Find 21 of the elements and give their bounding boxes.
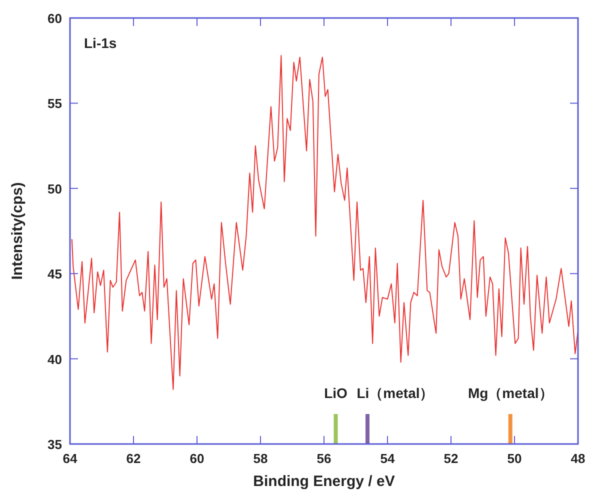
y-tick-label: 55 xyxy=(48,96,62,112)
x-tick-label: 56 xyxy=(316,451,332,466)
x-tick-label: 58 xyxy=(253,451,268,466)
y-axis-title: Intensity(cps) xyxy=(9,182,26,280)
ref-line-label: Li（metal） xyxy=(356,385,434,401)
y-tick-label: 50 xyxy=(48,181,62,196)
y-tick-label: 35 xyxy=(48,437,62,452)
x-tick-label: 62 xyxy=(126,451,141,466)
x-axis-title: Binding Energy / eV xyxy=(253,473,395,490)
ref-line-label: Mg（metal） xyxy=(468,385,553,401)
y-tick-label: 60 xyxy=(48,11,62,26)
x-tick-label: 64 xyxy=(62,451,78,466)
x-tick-label: 50 xyxy=(507,451,522,466)
annotation: Li-1s xyxy=(84,35,117,51)
ref-line-label: LiO xyxy=(324,385,348,401)
y-tick-label: 40 xyxy=(48,352,62,367)
x-tick-label: 52 xyxy=(444,451,458,466)
x-tick-label: 54 xyxy=(380,451,396,466)
y-tick-label: 45 xyxy=(48,266,62,282)
x-tick-label: 48 xyxy=(570,451,586,466)
x-tick-label: 60 xyxy=(190,451,204,466)
